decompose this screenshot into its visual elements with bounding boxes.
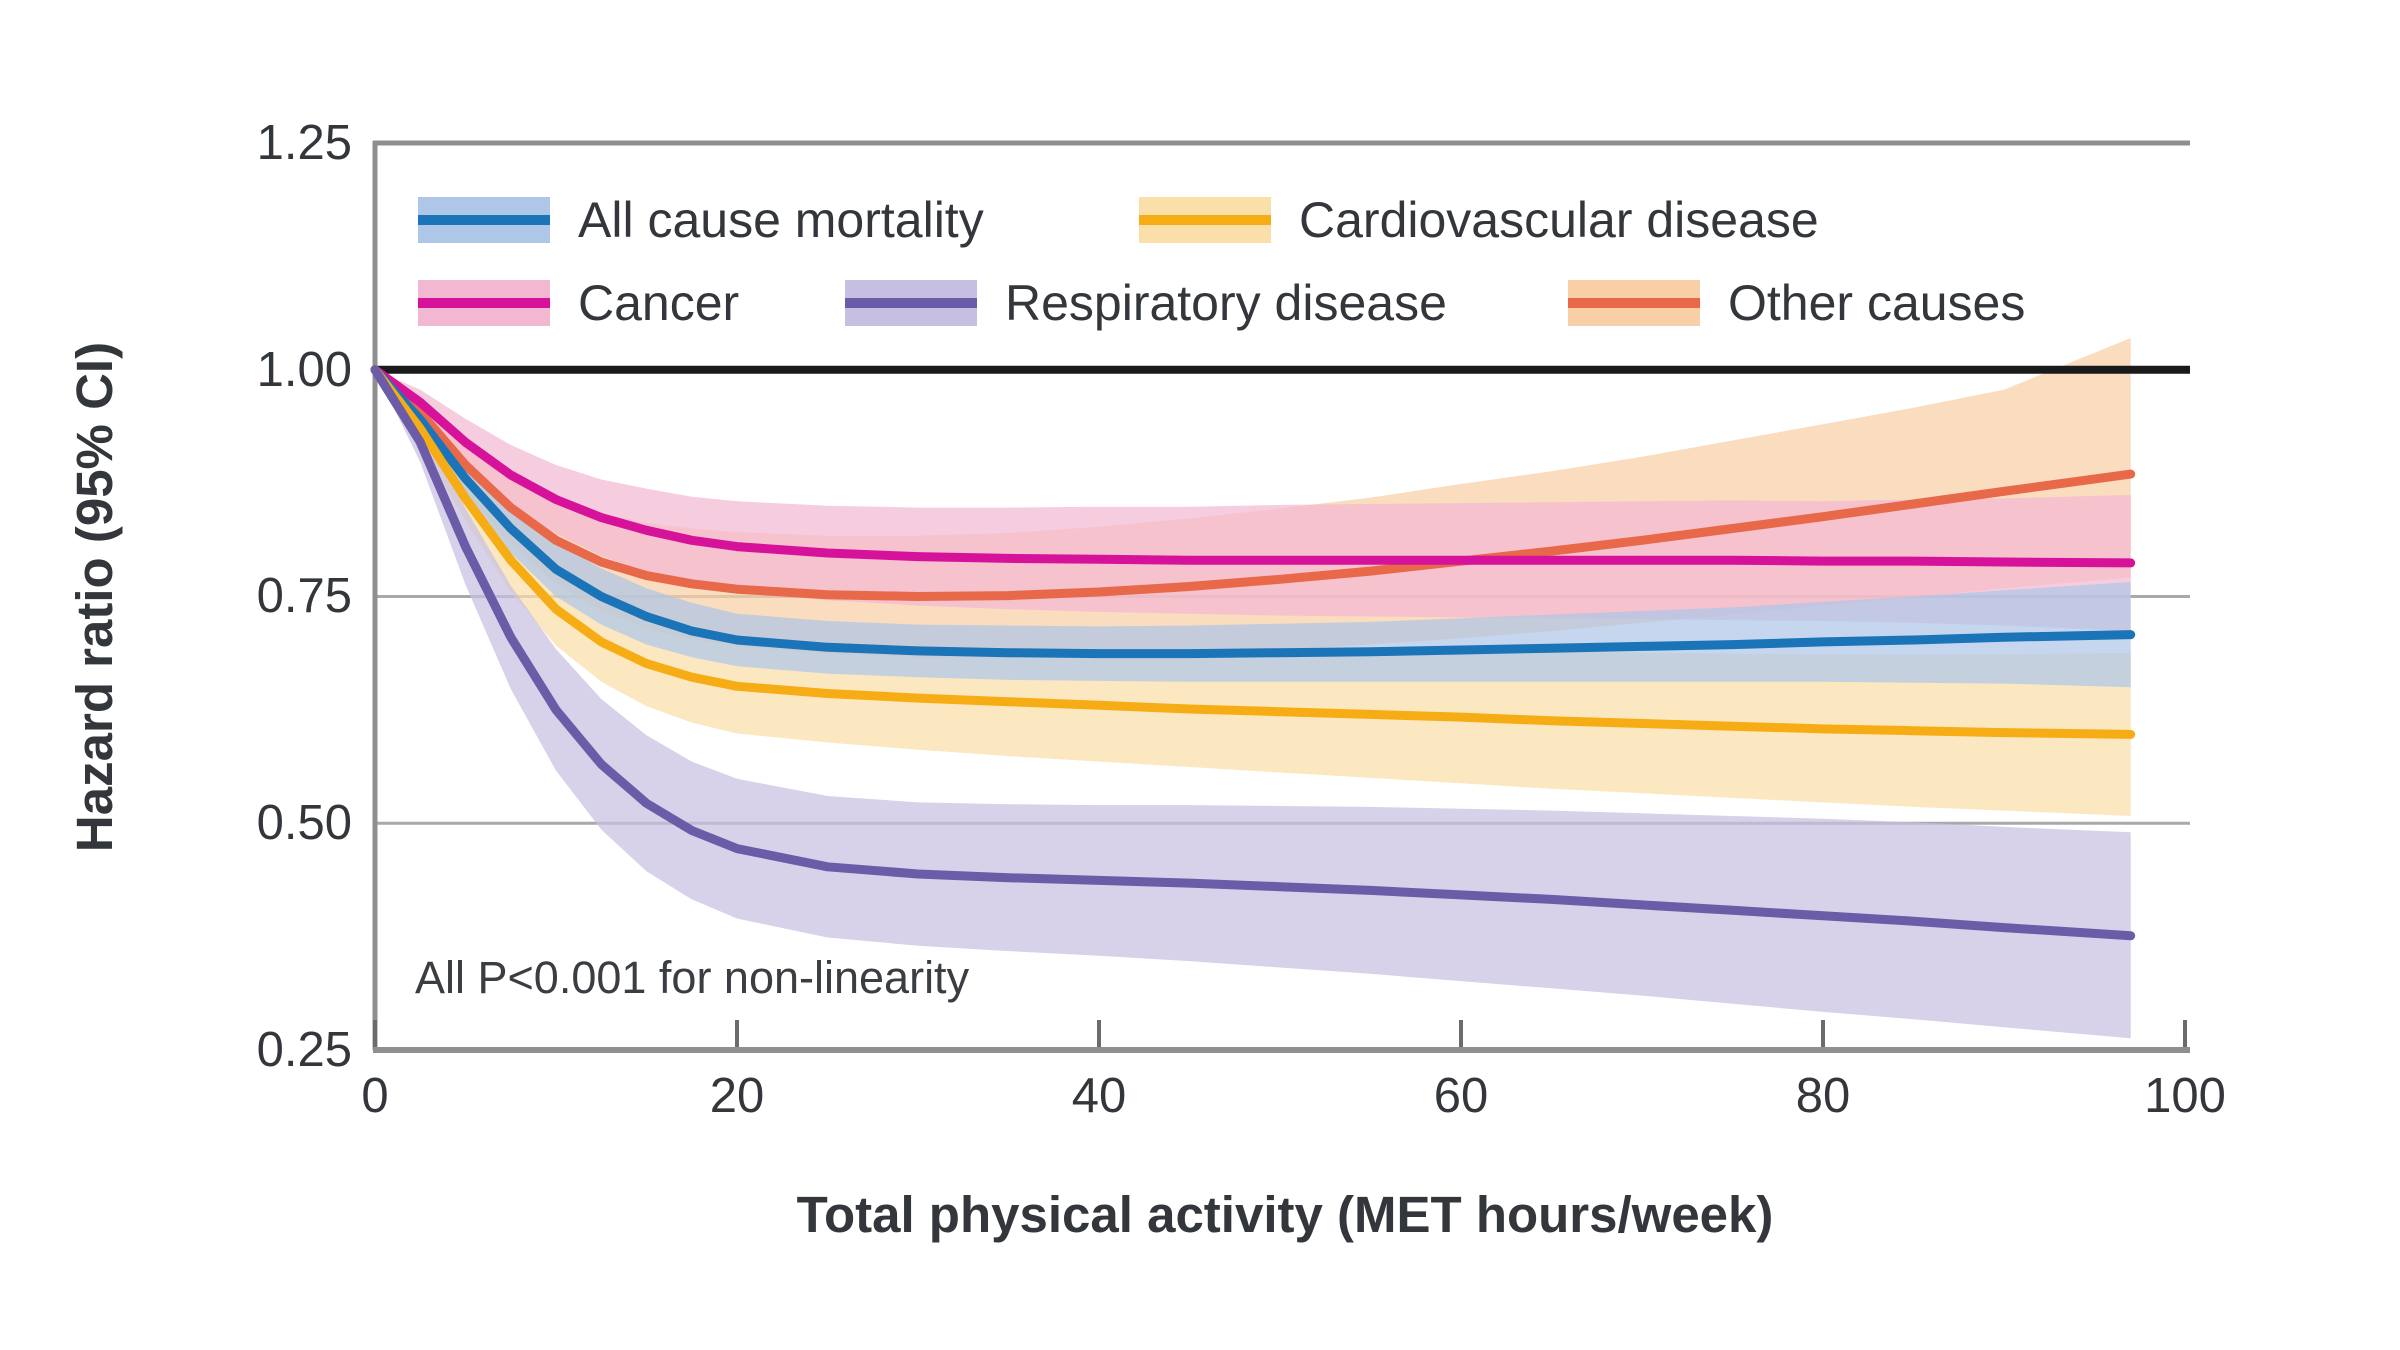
x-tick-label: 80 bbox=[1795, 1069, 1851, 1123]
legend-item-respiratory: Respiratory disease bbox=[845, 275, 1447, 331]
legend-line-cardiovascular bbox=[1139, 215, 1271, 225]
x-tick-label: 40 bbox=[1071, 1069, 1127, 1123]
legend-swatch-respiratory bbox=[845, 280, 977, 326]
ci-band-all-cause-mortality bbox=[375, 369, 2131, 688]
legend-item-other-causes: Other causes bbox=[1568, 275, 2025, 331]
legend-line-other-causes bbox=[1568, 298, 1700, 308]
legend-item-all-cause: All cause mortality bbox=[418, 192, 984, 248]
ci-band-cancer bbox=[375, 369, 2131, 631]
legend-swatch-cancer bbox=[418, 280, 550, 326]
x-tick-label: 0 bbox=[361, 1069, 389, 1123]
legend-line-cancer bbox=[418, 298, 550, 308]
legend-item-cancer: Cancer bbox=[418, 275, 739, 331]
y-tick-label: 0.50 bbox=[256, 796, 352, 850]
ci-band-cardiovascular-disease bbox=[375, 369, 2131, 816]
curve-respiratory-disease bbox=[370, 365, 2136, 941]
legend-line-all-cause bbox=[418, 215, 550, 225]
y-tick-label: 0.75 bbox=[256, 569, 352, 623]
legend-label: Respiratory disease bbox=[1005, 275, 1447, 331]
y-tick-label: 1.00 bbox=[256, 343, 352, 397]
legend-label: All cause mortality bbox=[578, 192, 984, 248]
legend-label: Other causes bbox=[1728, 275, 2026, 331]
curve-cancer bbox=[370, 365, 2136, 568]
legend-line-respiratory bbox=[845, 298, 977, 308]
curve-cardiovascular-disease bbox=[370, 365, 2136, 739]
curve-other-causes bbox=[370, 365, 2136, 601]
y-axis-title: Hazard ratio (95% CI) bbox=[66, 341, 123, 853]
legend-label: Cardiovascular disease bbox=[1299, 192, 1819, 248]
legend-item-cardiovascular: Cardiovascular disease bbox=[1139, 192, 1819, 248]
curve-all-cause-mortality bbox=[370, 365, 2136, 659]
legend-swatch-all-cause bbox=[418, 197, 550, 243]
nonlinearity-annotation: All P<0.001 for non-linearity bbox=[415, 952, 970, 1003]
x-tick-label: 60 bbox=[1433, 1069, 1489, 1123]
legend-label: Cancer bbox=[578, 275, 740, 331]
ci-band-respiratory-disease bbox=[375, 369, 2131, 1039]
x-tick-label: 20 bbox=[709, 1069, 765, 1123]
y-tick-label: 0.25 bbox=[256, 1023, 352, 1077]
x-tick-label: 100 bbox=[2144, 1069, 2226, 1123]
x-axis-title: Total physical activity (MET hours/week) bbox=[796, 1186, 1774, 1243]
legend-swatch-other-causes bbox=[1568, 280, 1700, 326]
legend-swatch-cardiovascular bbox=[1139, 197, 1271, 243]
y-tick-label: 1.25 bbox=[256, 116, 352, 170]
